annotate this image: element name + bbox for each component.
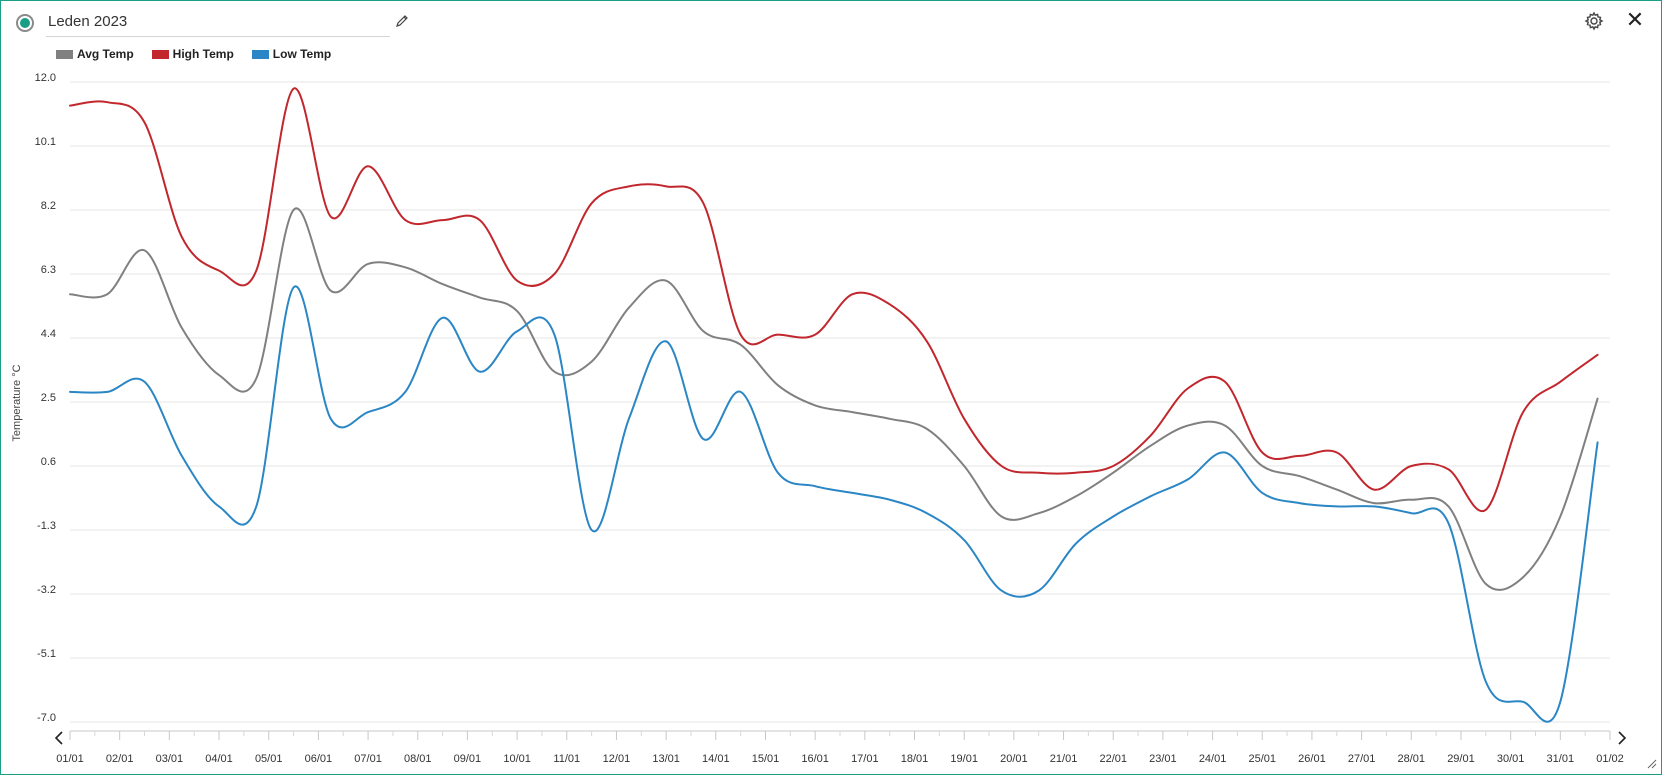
x-tick-label: 05/01	[255, 753, 283, 765]
x-tick-label: 06/01	[305, 753, 333, 765]
x-axis: 01/01 02/01 03/01 04/01 05/01 06/01 07/01 08/01…	[56, 730, 1624, 765]
close-icon[interactable]: ✕	[1625, 7, 1645, 32]
y-tick-label: 12.0	[35, 72, 56, 84]
x-tick-label: 09/01	[454, 753, 482, 765]
gear-icon[interactable]	[1584, 11, 1604, 31]
chevron-right-icon[interactable]	[1618, 731, 1627, 745]
x-tick-label: 19/01	[950, 753, 978, 765]
x-tick-label: 25/01	[1248, 753, 1276, 765]
series-line-low	[69, 285, 1599, 723]
x-tick-label: 08/01	[404, 753, 432, 765]
x-tick-label: 28/01	[1398, 753, 1426, 765]
y-tick-label: 4.4	[41, 328, 56, 340]
y-tick-label: 10.1	[35, 136, 56, 148]
legend-item-avg[interactable]: Avg Temp	[56, 47, 134, 61]
legend-swatch	[251, 49, 269, 59]
x-tick-label: 23/01	[1149, 753, 1177, 765]
y-tick-label: -3.2	[37, 584, 56, 596]
resize-handle-icon[interactable]	[1647, 759, 1657, 769]
y-tick-label: -5.1	[37, 648, 56, 660]
x-tick-label: 27/01	[1348, 753, 1376, 765]
x-tick-label: 01/02	[1596, 753, 1624, 765]
x-tick-label: 30/01	[1497, 753, 1525, 765]
y-tick-label: 2.5	[41, 392, 56, 404]
legend-swatch	[151, 49, 169, 59]
x-tick-label: 15/01	[752, 753, 780, 765]
title-bar: Leden 2023	[16, 10, 408, 37]
x-tick-label: 02/01	[106, 753, 134, 765]
x-tick-label: 04/01	[205, 753, 233, 765]
x-tick-label: 22/01	[1099, 753, 1127, 765]
y-tick-label: -1.3	[37, 520, 56, 532]
y-tick-label: -7.0	[37, 712, 56, 724]
series-line-avg	[69, 207, 1599, 591]
chart-title: Leden 2023	[48, 13, 128, 30]
x-tick-label: 11/01	[553, 753, 580, 765]
x-tick-label: 03/01	[156, 753, 184, 765]
x-tick-label: 07/01	[354, 753, 382, 765]
y-tick-label: 0.6	[41, 456, 56, 468]
chevron-left-icon[interactable]	[54, 731, 63, 745]
x-tick-label: 13/01	[652, 753, 680, 765]
x-tick-label: 18/01	[901, 753, 929, 765]
legend-label: Avg Temp	[77, 47, 134, 61]
x-tick-label: 20/01	[1000, 753, 1028, 765]
legend-label: Low Temp	[272, 47, 332, 61]
y-axis: 12.0 10.1 8.2 6.3 4.4 2.5 0.6 -1.3 -3.2 -5.1 -7.0	[35, 72, 56, 724]
y-axis-title: Temperature °C	[11, 364, 23, 441]
legend-item-low[interactable]: Low Temp	[251, 47, 332, 61]
legend-label: High Temp	[172, 47, 234, 61]
x-tick-label: 31/01	[1547, 753, 1575, 765]
x-tick-label: 17/01	[851, 753, 879, 765]
y-tick-label: 8.2	[41, 200, 56, 212]
x-tick-label: 14/01	[702, 753, 730, 765]
x-tick-label: 10/01	[503, 753, 531, 765]
x-tick-label: 01/01	[56, 753, 84, 765]
grid	[70, 81, 1610, 723]
x-tick-label: 26/01	[1298, 753, 1326, 765]
x-tick-label: 21/01	[1050, 753, 1078, 765]
legend-swatch	[56, 49, 73, 59]
status-dot-icon[interactable]	[16, 14, 34, 32]
series-line-high	[69, 87, 1599, 513]
pencil-icon[interactable]	[394, 13, 410, 29]
y-tick-label: 6.3	[41, 264, 56, 276]
x-tick-label: 24/01	[1199, 753, 1227, 765]
x-tick-label: 12/01	[603, 753, 631, 765]
legend-item-high[interactable]: High Temp	[151, 47, 234, 61]
x-tick-label: 29/01	[1447, 753, 1475, 765]
title-field[interactable]: Leden 2023	[46, 10, 390, 37]
x-tick-label: 16/01	[801, 753, 829, 765]
series-lines	[69, 87, 1599, 723]
legend: Avg Temp High Temp Low Temp	[56, 47, 349, 61]
